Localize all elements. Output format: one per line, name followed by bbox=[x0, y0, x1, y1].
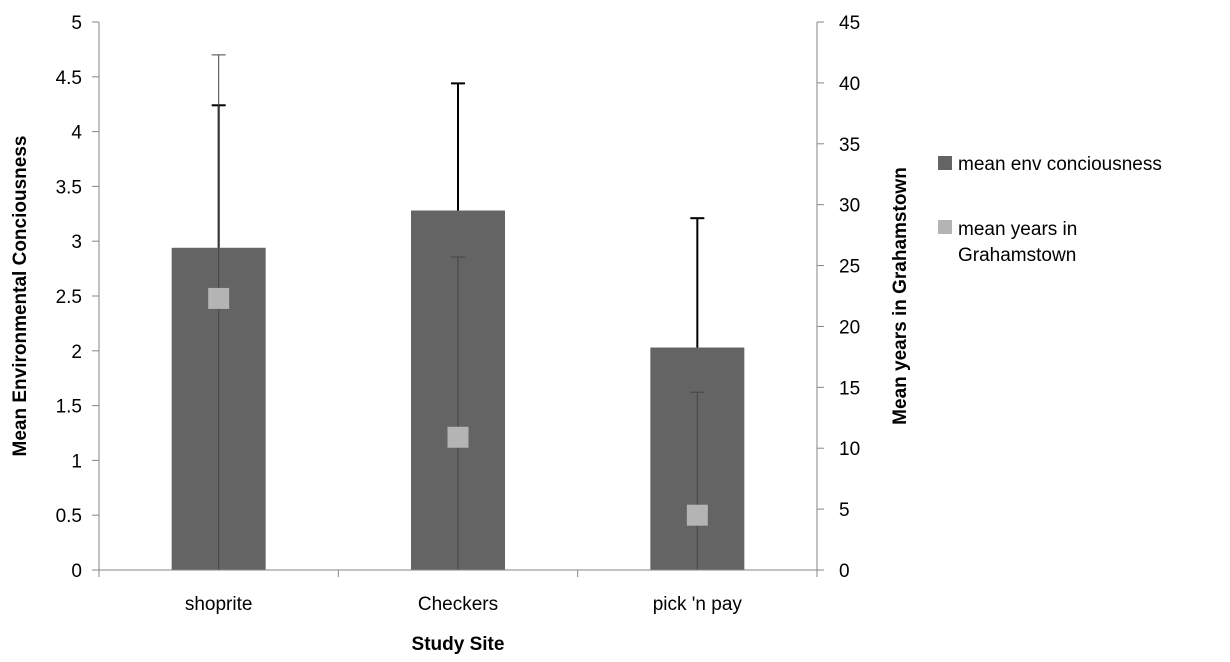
y2-tick-label: 35 bbox=[839, 135, 860, 156]
legend-label: mean env conciousness bbox=[958, 154, 1162, 175]
y-tick-label: 4.5 bbox=[56, 68, 82, 89]
y-tick-label: 5 bbox=[71, 13, 82, 34]
marker bbox=[686, 504, 708, 526]
y-tick-label: 1 bbox=[71, 451, 82, 472]
marker bbox=[208, 287, 230, 309]
legend: mean env conciousness mean years in Graham… bbox=[938, 154, 1162, 266]
y-tick-label: 1.5 bbox=[56, 397, 82, 418]
plot-area bbox=[171, 54, 745, 570]
y-tick-label: 4 bbox=[71, 123, 82, 144]
legend-swatch bbox=[938, 220, 952, 234]
x-tick-label: pick 'n pay bbox=[653, 594, 743, 615]
legend-swatch bbox=[938, 156, 952, 170]
y-tick-label: 3 bbox=[71, 232, 82, 253]
y-axis-title: Mean Environmental Conciousness bbox=[10, 136, 31, 457]
y-tick-label: 3.5 bbox=[56, 177, 82, 198]
x-axis-title: Study Site bbox=[412, 634, 505, 655]
y2-tick-label: 0 bbox=[839, 561, 850, 582]
y-tick-label: 2.5 bbox=[56, 287, 82, 308]
y2-tick-label: 30 bbox=[839, 196, 860, 217]
y2-tick-label: 15 bbox=[839, 378, 860, 399]
y2-tick-label: 10 bbox=[839, 439, 860, 460]
x-tick-label: Checkers bbox=[418, 594, 498, 615]
legend-label: mean years in Grahamstown bbox=[958, 219, 1077, 266]
y2-tick-label: 45 bbox=[839, 13, 860, 34]
y2-tick-label: 40 bbox=[839, 74, 860, 95]
y2-tick-label: 20 bbox=[839, 317, 860, 338]
y2-axis-title: Mean years in Grahamstown bbox=[890, 167, 911, 425]
y-tick-label: 2 bbox=[71, 342, 82, 363]
marker bbox=[447, 426, 469, 448]
y2-tick-label: 25 bbox=[839, 257, 860, 278]
y-tick-label: 0 bbox=[71, 561, 82, 582]
x-tick-label: shoprite bbox=[185, 594, 253, 615]
y-tick-label: 0.5 bbox=[56, 506, 82, 527]
y2-tick-label: 5 bbox=[839, 500, 850, 521]
axes: 0 0.5 1 1.5 2 2.5 3 3.5 4 4.5 5 0 5 10 15 20 25 30 35 40 45 s… bbox=[56, 13, 861, 615]
